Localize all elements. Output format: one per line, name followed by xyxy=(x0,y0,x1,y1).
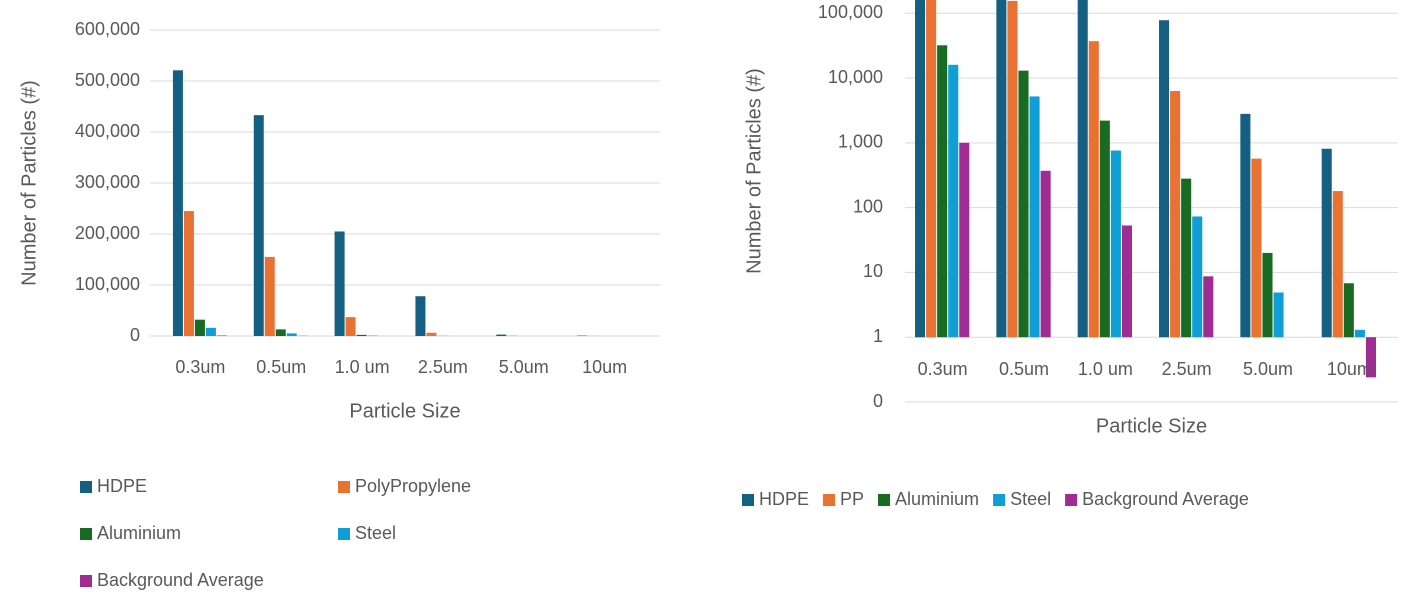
legend-label: Steel xyxy=(355,523,396,543)
x-tick-label: 0.5um xyxy=(256,357,306,377)
legend-label: Background Average xyxy=(1082,489,1249,509)
x-tick-label: 1.0 um xyxy=(1078,359,1133,379)
bar xyxy=(415,296,426,336)
x-tick-label: 5.0um xyxy=(1243,359,1293,379)
bar xyxy=(1170,91,1181,338)
bar xyxy=(1240,113,1251,338)
bar xyxy=(356,334,367,336)
bar xyxy=(275,329,286,336)
legend-swatch xyxy=(338,481,350,493)
legend-label: HDPE xyxy=(97,476,147,496)
legend-label: PP xyxy=(840,489,864,509)
bar xyxy=(216,335,227,336)
bar xyxy=(1365,337,1376,378)
bar xyxy=(1192,216,1203,338)
bar xyxy=(996,0,1007,338)
bar xyxy=(937,45,948,338)
legend-swatch xyxy=(1065,494,1078,506)
y-tick-label: 1,000 xyxy=(838,132,883,152)
x-tick-label: 2.5um xyxy=(418,357,468,377)
bar xyxy=(1088,41,1099,338)
x-tick-label: 10um xyxy=(582,357,627,377)
bar xyxy=(1332,191,1343,338)
bar xyxy=(1273,292,1284,338)
x-axis-title: Particle Size xyxy=(1096,415,1207,437)
x-tick-label: 0.3um xyxy=(918,359,968,379)
legend-label: HDPE xyxy=(759,489,809,509)
y-tick-label: 100,000 xyxy=(818,2,883,22)
bar xyxy=(172,70,183,336)
y-axis-title: Number of Particles (#) xyxy=(18,80,40,286)
bar xyxy=(253,115,264,336)
legend-swatch xyxy=(80,528,92,540)
bar xyxy=(1262,252,1273,338)
bar xyxy=(345,317,356,336)
bar xyxy=(1110,150,1121,338)
x-tick-label: 0.5um xyxy=(999,359,1049,379)
bar xyxy=(334,231,345,336)
bar xyxy=(1203,276,1214,338)
bar xyxy=(205,327,216,336)
bar xyxy=(1018,70,1029,338)
legend-label: Background Average xyxy=(97,570,264,590)
bar xyxy=(1099,120,1110,338)
y-tick-label: 200,000 xyxy=(75,223,140,243)
bar xyxy=(1029,96,1040,338)
y-tick-label: 400,000 xyxy=(75,121,140,141)
x-tick-label: 1.0 um xyxy=(335,357,390,377)
bar xyxy=(1251,158,1262,338)
legend-label: Steel xyxy=(1010,489,1051,509)
legend-label: PolyPropylene xyxy=(355,476,471,496)
y-tick-label: 10,000 xyxy=(828,67,883,87)
y-tick-label: 0 xyxy=(873,391,883,411)
bar xyxy=(948,64,959,338)
bar xyxy=(496,334,507,336)
x-tick-label: 0.3um xyxy=(175,357,225,377)
y-tick-label: 1 xyxy=(873,326,883,346)
bar xyxy=(1077,0,1088,338)
legend-swatch xyxy=(878,494,891,506)
legend-swatch xyxy=(823,494,836,506)
y-tick-label: 100 xyxy=(853,196,883,216)
legend-swatch xyxy=(338,528,350,540)
bar xyxy=(1343,283,1354,338)
legend-swatch xyxy=(742,494,754,506)
legend-swatch xyxy=(80,481,92,493)
y-axis-title: Number of Particles (#) xyxy=(743,68,765,274)
y-tick-label: 500,000 xyxy=(75,70,140,90)
bar xyxy=(286,333,297,336)
bar xyxy=(1040,170,1051,338)
bar xyxy=(194,319,205,336)
bar xyxy=(926,0,937,338)
y-tick-label: 300,000 xyxy=(75,172,140,192)
bar xyxy=(1321,148,1332,338)
bar xyxy=(1181,178,1192,338)
x-axis-title: Particle Size xyxy=(349,400,460,422)
bar xyxy=(1121,225,1132,338)
bar xyxy=(426,332,437,336)
bar xyxy=(1354,329,1365,338)
legend-swatch xyxy=(80,575,92,587)
log-chart: 0 1 10 100 1,000 10,000 100,000 0.3um 0.5um 1.0 u… xyxy=(742,0,1398,509)
bar xyxy=(1007,0,1018,338)
bar xyxy=(183,211,194,336)
bar xyxy=(264,256,275,336)
linear-chart: 0 100,000 200,000 300,000 400,000 500,000 600,… xyxy=(18,19,660,590)
bar xyxy=(1159,20,1170,338)
x-tick-label: 10um xyxy=(1327,359,1372,379)
bar xyxy=(959,142,970,338)
y-tick-label: 600,000 xyxy=(75,19,140,39)
legend-label: Aluminium xyxy=(895,489,979,509)
x-tick-label: 2.5um xyxy=(1162,359,1212,379)
y-tick-label: 0 xyxy=(130,325,140,345)
legend-label: Aluminium xyxy=(97,523,181,543)
y-tick-label: 100,000 xyxy=(75,274,140,294)
y-tick-label: 10 xyxy=(863,261,883,281)
x-tick-label: 5.0um xyxy=(499,357,549,377)
bar xyxy=(915,0,926,338)
legend-swatch xyxy=(993,494,1006,506)
